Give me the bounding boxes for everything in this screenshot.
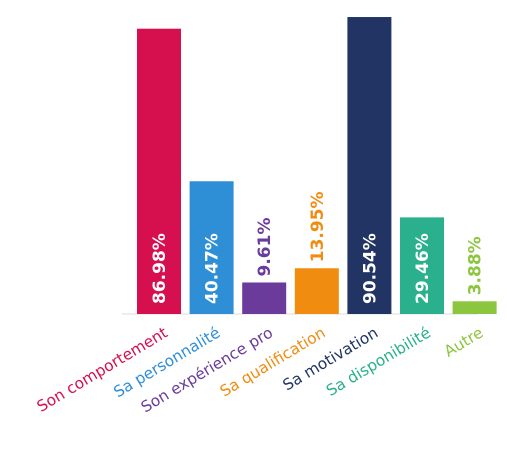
bar-4 bbox=[347, 17, 392, 314]
bar-0 bbox=[137, 28, 181, 315]
value-label-5: 29.46% bbox=[413, 233, 433, 304]
bar-2 bbox=[242, 282, 287, 314]
bar-5 bbox=[400, 217, 444, 314]
value-label-6: 3.88% bbox=[466, 236, 486, 295]
category-label-6: Autre bbox=[441, 324, 486, 361]
value-label-4: 90.54% bbox=[360, 233, 380, 304]
value-label-2: 9.61% bbox=[255, 217, 275, 276]
bar-3 bbox=[294, 268, 339, 314]
value-label-1: 40.47% bbox=[203, 233, 223, 304]
value-label-0: 86.98% bbox=[150, 233, 170, 304]
value-label-3: 13.95% bbox=[308, 191, 328, 262]
bar-1 bbox=[189, 181, 234, 314]
bar-6 bbox=[452, 301, 497, 314]
